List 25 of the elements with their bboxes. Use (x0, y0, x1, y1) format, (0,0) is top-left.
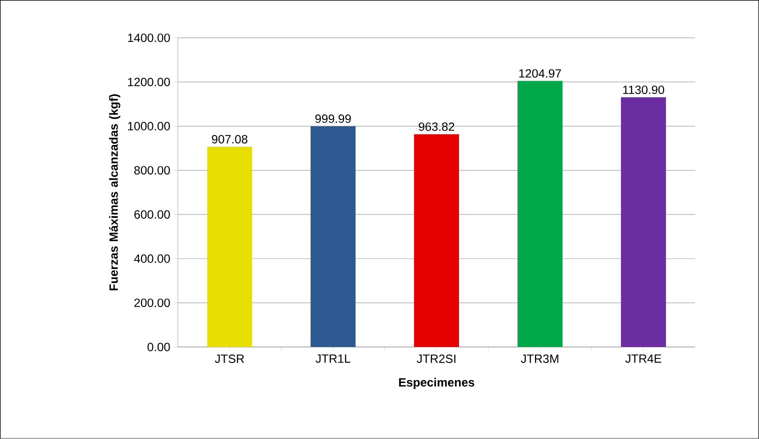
y-tick-label: 0.00 (148, 342, 170, 352)
bar (310, 126, 356, 348)
y-tick-label: 800.00 (134, 166, 170, 175)
y-tick-label: 1000.00 (128, 122, 170, 130)
y-axis-title: Fuerzas Máximas alcanzadas (kgf) (108, 94, 120, 290)
data-label: 907.08 (212, 135, 248, 144)
y-tick-label: 200.00 (134, 298, 170, 308)
bar (207, 146, 252, 348)
x-tick-label: JTR1L (316, 354, 350, 363)
data-label: 1204.97 (519, 69, 561, 78)
x-tick-label: JTR4E (625, 354, 662, 363)
data-label: 1130.90 (623, 86, 664, 94)
data-label: 999.99 (315, 114, 351, 124)
data-label: 963.82 (418, 122, 454, 132)
bar (517, 80, 563, 348)
y-tick-label: 1400.00 (128, 34, 170, 42)
x-tick-label: JTSR (214, 354, 244, 364)
bar (414, 134, 460, 348)
x-axis-title: Especimenes (399, 378, 474, 390)
y-tick-label: 1200.00 (128, 78, 170, 86)
x-tick-label: JTR2SI (416, 354, 456, 364)
bar (620, 97, 666, 348)
y-tick-label: 600.00 (134, 210, 170, 219)
x-tick-label: JTR3M (520, 354, 558, 364)
y-tick-label: 400.00 (134, 254, 170, 263)
